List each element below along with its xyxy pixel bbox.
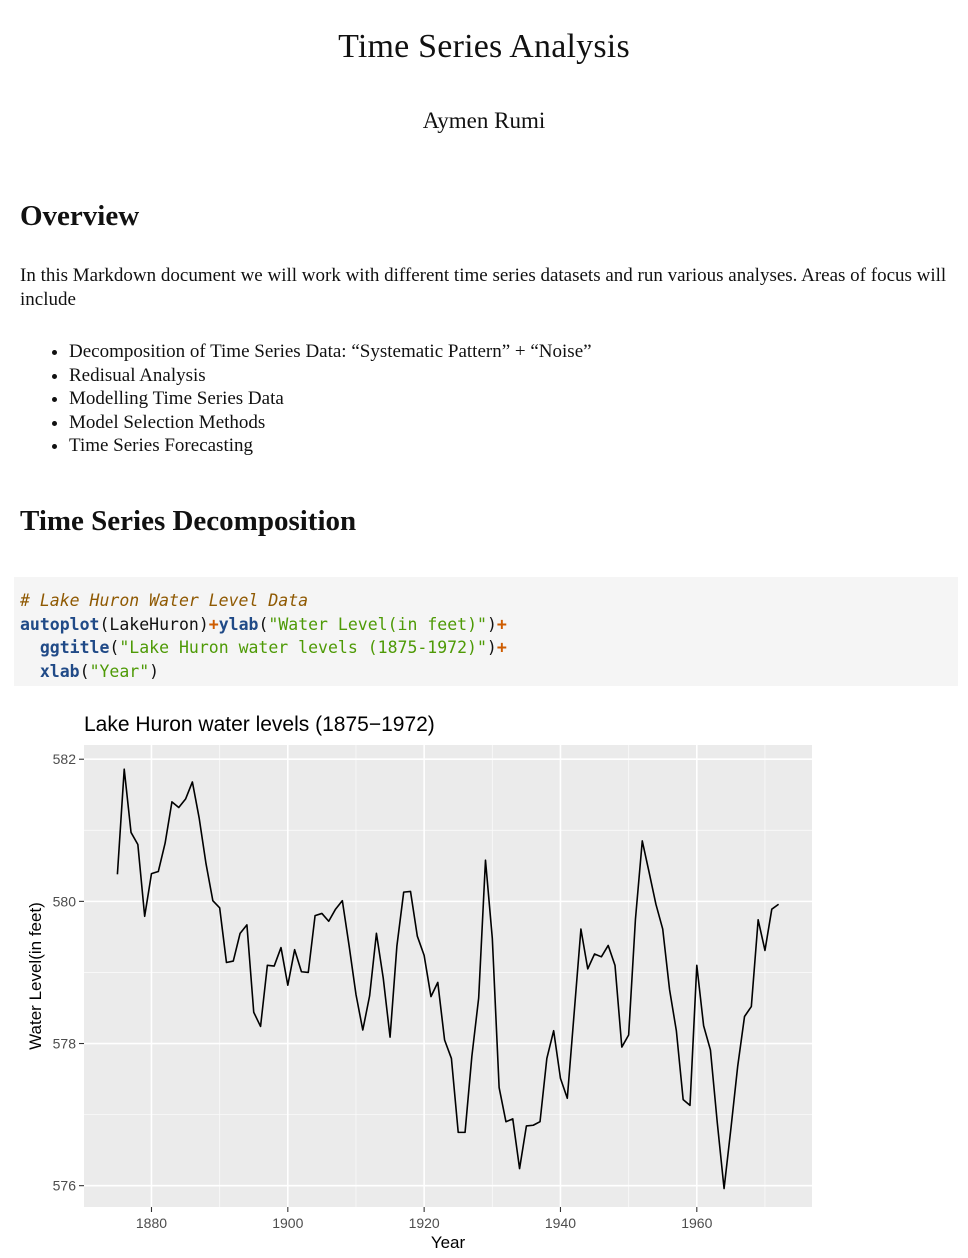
axis-ticks [79,758,698,1212]
code-block: # Lake Huron Water Level Data autoplot(L… [14,577,958,686]
code-paren: ( [79,661,90,681]
x-tick-label: 1940 [545,1215,576,1231]
code-paren: ( [258,614,269,634]
list-item: Time Series Forecasting [69,434,592,458]
y-axis-label: Water Level(in feet) [26,902,45,1050]
code-fn-xlab: xlab [39,661,80,681]
document-author: Aymen Rumi [422,108,546,133]
list-item: Modelling Time Series Data [69,387,592,411]
code-fn-ggtitle: ggtitle [39,638,110,658]
x-tick-label: 1880 [136,1215,167,1231]
code-op: + [496,638,507,658]
document-title: Time Series Analysis [338,28,630,65]
series-line [116,768,780,1190]
x-tick-label: 1900 [272,1215,303,1231]
code-string: "Year" [89,661,150,681]
decomposition-heading: Time Series Decomposition [20,505,357,537]
code-op: + [496,614,507,634]
list-item: Model Selection Methods [69,411,592,435]
code-fn-autoplot: autoplot [20,614,100,634]
tick-labels: 1880 1900 1920 1940 1960 576 578 580 582 [53,751,713,1231]
x-tick-label: 1920 [409,1215,440,1231]
code-string: "Lake Huron water levels (1875-1972)" [119,638,487,658]
plot-panel [84,745,812,1207]
code-paren: ) [486,638,497,658]
code-paren: ) [149,661,160,681]
grid-minor [84,745,812,1207]
focus-areas-list: Decomposition of Time Series Data: “Syst… [20,340,592,458]
code-comment: # Lake Huron Water Level Data [20,591,309,610]
list-item: Decomposition of Time Series Data: “Syst… [69,340,592,364]
code-paren: ( [109,638,120,658]
code-op: + [208,614,219,634]
code-fn-ylab: ylab [218,614,259,634]
y-tick-label: 578 [53,1036,77,1052]
x-axis-label: Year [431,1233,466,1252]
list-item: Redisual Analysis [69,364,592,388]
lake-huron-chart: Lake Huron water levels (1875−1972) 1880… [26,713,812,1252]
y-tick-label: 576 [53,1178,77,1194]
code-paren: ) [486,614,497,634]
code-arg: (LakeHuron) [99,614,209,634]
code-string: "Water Level(in feet)" [268,614,487,634]
chart-title: Lake Huron water levels (1875−1972) [84,713,435,736]
overview-heading: Overview [20,200,140,232]
overview-paragraph: In this Markdown document we will work w… [20,265,947,310]
x-tick-label: 1960 [681,1215,712,1231]
y-tick-label: 580 [53,893,77,909]
y-tick-label: 582 [53,751,77,767]
